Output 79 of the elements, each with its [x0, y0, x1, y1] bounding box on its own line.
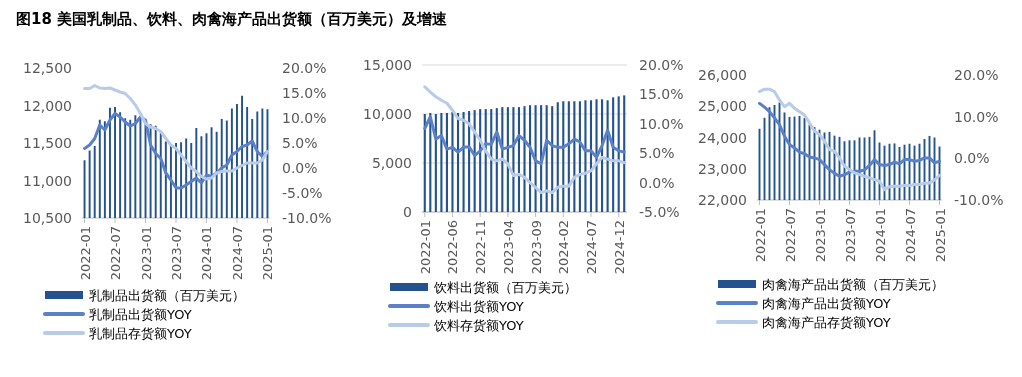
y2-tick-label: 20.0%: [639, 57, 684, 73]
y-tick-label: 15,000: [363, 57, 412, 73]
bar: [623, 95, 626, 212]
x-tick-label: 2023-01: [138, 226, 154, 281]
y2-tick-label: -10.0%: [282, 210, 332, 226]
y-tick-label: 5,000: [371, 155, 412, 171]
line-series: [83, 84, 269, 181]
x-tick-label: 2022-01: [77, 226, 93, 281]
bar: [440, 113, 443, 212]
y2-tick-label: -5.0%: [639, 204, 680, 220]
x-tick-label: 2022-01: [752, 208, 768, 263]
bar: [523, 106, 526, 212]
legend-label: 肉禽海产品存货额YOY: [762, 315, 891, 330]
y2-tick-label: 10.0%: [639, 115, 684, 132]
x-tick-label: 2023-07: [169, 226, 184, 281]
line-series: [83, 112, 269, 190]
x-tick-label: 2023-07: [842, 208, 858, 263]
x-tick-label: 2024-01: [872, 208, 888, 263]
y-tick-label: 10,000: [363, 106, 412, 122]
y-tick-label: 26,000: [698, 67, 747, 83]
y-tick-label: 23,000: [698, 160, 747, 177]
y2-tick-label: 0.0%: [282, 160, 318, 176]
x-tick-label: 2023-04: [500, 220, 516, 275]
bar: [595, 99, 598, 212]
legend-label: 乳制品出货额（百万美元）: [89, 288, 245, 303]
legend-label: 乳制品存货额YOY: [89, 326, 192, 341]
y2-tick-label: -10.0%: [954, 192, 1004, 208]
bar: [562, 101, 565, 212]
y2-tick-label: 20.0%: [954, 67, 999, 83]
line-series: [758, 101, 941, 178]
legend-label: 乳制品出货额YOY: [89, 307, 192, 322]
x-tick-label: 2023-09: [528, 220, 544, 275]
bar: [451, 112, 454, 212]
bar: [445, 113, 448, 212]
x-tick-label: 2025-01: [260, 226, 276, 281]
x-tick-label: 2022-01: [417, 220, 433, 275]
x-tick-label: 2024-07: [583, 220, 599, 275]
legend-label: 肉禽海产品出货额YOY: [762, 296, 891, 311]
x-tick-label: 2023-01: [812, 208, 828, 263]
bar: [556, 102, 559, 212]
legend-label: 饮料出货额YOY: [433, 299, 524, 314]
bar: [423, 114, 426, 212]
x-tick-label: 2022-07: [782, 208, 798, 263]
y-tick-label: 11,000: [23, 172, 72, 189]
y2-tick-label: -5.0%: [282, 185, 323, 201]
y-tick-label: 24,000: [698, 129, 747, 146]
line-series: [423, 115, 626, 166]
y2-tick-label: 10.0%: [282, 110, 327, 126]
legend-label: 饮料存货额YOY: [433, 318, 524, 333]
y-tick-label: 22,000: [698, 192, 747, 208]
x-tick-label: 2022-06: [445, 220, 461, 275]
y2-tick-label: 0.0%: [954, 150, 990, 167]
x-tick-label: 2022-11: [473, 220, 489, 275]
y-tick-label: 25,000: [698, 98, 747, 115]
y-tick-label: 0: [403, 204, 412, 220]
x-tick-label: 2024-02: [556, 220, 572, 275]
y2-tick-label: 10.0%: [954, 108, 999, 125]
bar: [617, 96, 620, 212]
y2-tick-label: 20.0%: [282, 60, 327, 76]
y-tick-label: 10,500: [23, 210, 72, 226]
line-series: [423, 85, 626, 195]
y-tick-label: 12,000: [23, 97, 72, 114]
legend-label: 肉禽海产品出货额（百万美元）: [762, 277, 944, 292]
x-tick-label: 2024-01: [199, 226, 215, 281]
y-tick-label: 12,500: [23, 60, 72, 76]
x-tick-label: 2022-07: [108, 226, 124, 281]
y2-tick-label: 15.0%: [282, 85, 327, 101]
x-tick-label: 2024-07: [902, 208, 918, 263]
chart-title: 图18 美国乳制品、饮料、肉禽海产品出货额（百万美元）及增速: [16, 10, 449, 28]
line-series: [758, 87, 941, 192]
y2-tick-label: 0.0%: [639, 174, 675, 191]
y2-tick-label: 5.0%: [282, 135, 318, 151]
y-tick-label: 11,500: [23, 135, 72, 151]
x-tick-label: 2024-07: [229, 226, 245, 281]
legend-label: 饮料出货额（百万美元）: [433, 280, 577, 295]
y2-tick-label: 5.0%: [639, 145, 675, 162]
y2-tick-label: 15.0%: [639, 86, 684, 103]
x-tick-label: 2024-12: [611, 220, 627, 275]
x-tick-label: 2025-01: [932, 208, 948, 263]
